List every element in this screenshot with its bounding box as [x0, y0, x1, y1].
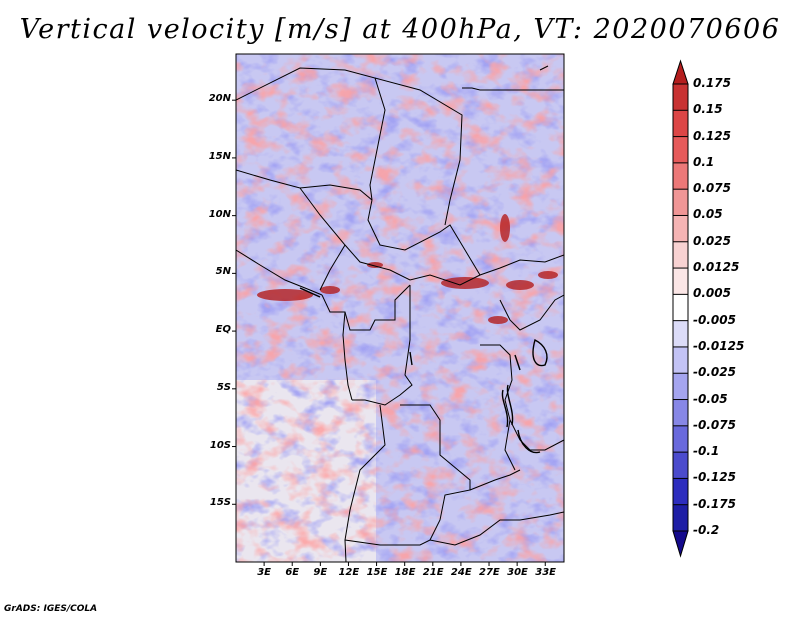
lakes-and-coast: [299, 287, 548, 454]
colorbar-swatch: [673, 189, 688, 216]
colorbar-label: 0.05: [693, 207, 723, 222]
lon-label: 6E: [285, 567, 300, 578]
colorbar-swatch: [673, 346, 688, 374]
lon-label: 3E: [257, 567, 271, 578]
lat-label: 10S: [209, 439, 231, 451]
colorbar-label: 0.125: [693, 128, 731, 143]
grads-credit: GrADS: IGES/COLA: [4, 604, 98, 614]
field-positive-noise: [236, 54, 564, 562]
colorbar-label: 0.0125: [693, 260, 740, 275]
colorbar-swatch: [673, 478, 688, 506]
colorbar-swatch: [673, 162, 688, 190]
colorbar-label: -0.1: [693, 444, 720, 459]
lon-label: 21E: [422, 567, 444, 578]
colorbar-label: 0.075: [693, 181, 731, 196]
latitude-axis: [232, 99, 236, 505]
colorbar-label: -0.125: [693, 470, 736, 485]
colorbar-swatch: [673, 268, 688, 295]
lon-label: 27E: [479, 567, 500, 578]
colorbar-swatch: [673, 136, 688, 164]
plot-frame: [235, 53, 565, 563]
colorbar-label: -0.075: [693, 417, 736, 432]
colorbar-label: 0.1: [693, 154, 715, 169]
longitude-axis: [263, 562, 546, 566]
colorbar-label: 0.15: [693, 102, 723, 117]
lon-label: 33E: [535, 567, 556, 578]
colorbar-swatch: [673, 399, 688, 427]
colorbar-swatch: [673, 110, 688, 138]
colorbar-swatch: [673, 373, 688, 401]
colorbar: [672, 59, 689, 558]
lon-label: 24E: [450, 567, 472, 578]
lat-label: EQ: [215, 324, 231, 336]
colorbar-top-triangle: [672, 59, 689, 85]
lon-label: 30E: [507, 567, 528, 578]
colorbar-label: -0.05: [693, 391, 728, 406]
lat-label: 20N: [208, 93, 231, 105]
lat-label: 10N: [208, 208, 231, 220]
colorbar-swatch: [673, 294, 688, 322]
colorbar-bottom-triangle: [672, 530, 689, 558]
colorbar-label: -0.2: [693, 523, 720, 537]
lon-label: 18E: [394, 567, 416, 578]
colorbar-label: -0.0125: [693, 338, 745, 353]
map-plot-area: [235, 53, 565, 563]
colorbar-label: 0.005: [693, 286, 731, 301]
lat-label: 15N: [208, 150, 231, 162]
colorbar-swatch: [673, 84, 688, 111]
colorbar-ticks: [673, 83, 688, 532]
colorbar-swatch: [673, 241, 688, 269]
lat-label: 5N: [215, 266, 231, 278]
lat-label: 5S: [216, 381, 231, 393]
colorbar-swatch: [673, 504, 688, 532]
map-title: Vertical velocity [m/s] at 400hPa, VT: 2…: [19, 14, 781, 45]
colorbar-label: 0.025: [693, 233, 731, 248]
lon-label: 15E: [366, 567, 388, 578]
lon-label: 12E: [338, 567, 360, 578]
country-borders: [236, 65, 564, 562]
colorbar-label: -0.025: [693, 365, 736, 380]
strong-updraft-cores: [257, 214, 558, 324]
colorbar-label: -0.175: [693, 496, 736, 511]
colorbar-label: 0.175: [693, 76, 731, 90]
lon-label: 9E: [313, 567, 328, 578]
lat-label: 15S: [209, 497, 231, 509]
colorbar-swatch: [673, 215, 688, 243]
colorbar-swatches: [673, 84, 688, 532]
colorbar-swatch: [673, 452, 688, 479]
colorbar-swatch: [673, 320, 688, 348]
colorbar-label: -0.005: [693, 312, 736, 327]
colorbar-swatch: [673, 425, 688, 453]
